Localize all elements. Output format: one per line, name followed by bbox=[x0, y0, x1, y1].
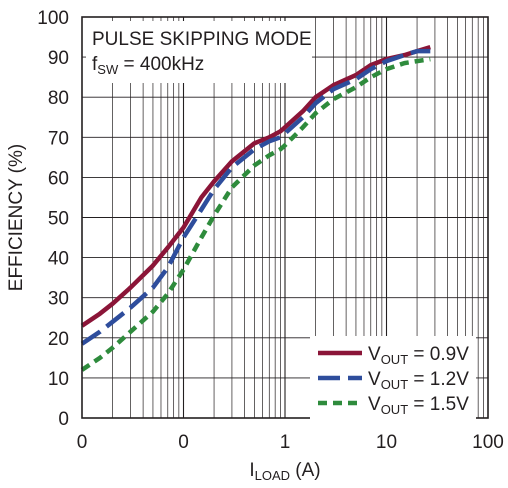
series-lines bbox=[80, 44, 431, 372]
y-tick-label: 100 bbox=[37, 8, 69, 29]
series-line bbox=[80, 56, 431, 372]
plot-frame bbox=[81, 16, 489, 419]
y-tick-label: 10 bbox=[48, 369, 69, 390]
legend-label-sub: OUT bbox=[381, 377, 409, 392]
y-axis-title: EFFICIENCY (%) bbox=[6, 144, 27, 291]
y-tick-label: 20 bbox=[48, 329, 69, 350]
y-tick-label: 80 bbox=[48, 88, 69, 109]
legend-label-main: V bbox=[368, 394, 381, 415]
freq-main: f bbox=[92, 54, 98, 75]
x-title-main: I bbox=[249, 460, 254, 481]
legend-label: VOUT = 0.9V bbox=[368, 344, 469, 367]
freq-sub: SW bbox=[97, 62, 119, 77]
y-tick-label: 0 bbox=[58, 409, 69, 430]
y-tick-label: 60 bbox=[48, 168, 69, 189]
legend-label-value: = 1.2V bbox=[408, 369, 469, 390]
legend-label-main: V bbox=[368, 369, 381, 390]
y-tick-label: 90 bbox=[48, 48, 69, 69]
legend-label-value: = 1.5V bbox=[408, 394, 469, 415]
legend-label: VOUT = 1.2V bbox=[368, 369, 469, 392]
annotation-background bbox=[86, 21, 312, 83]
annotation-title: PULSE SKIPPING MODE bbox=[92, 29, 312, 50]
series-line bbox=[80, 44, 431, 328]
y-tick-label: 30 bbox=[48, 289, 69, 310]
x-tick-label: 1 bbox=[280, 432, 291, 453]
y-tick-label: 40 bbox=[48, 249, 69, 270]
freq-value: = 400kHz bbox=[118, 54, 204, 75]
annotation-frequency: fSW = 400kHz bbox=[92, 54, 204, 77]
legend-label-sub: OUT bbox=[381, 352, 409, 367]
legend-label: VOUT = 1.5V bbox=[368, 394, 469, 417]
y-tick-label: 50 bbox=[48, 209, 69, 230]
series-line bbox=[80, 48, 431, 346]
x-title-sub: LOAD bbox=[255, 468, 290, 483]
x-tick-label: 0 bbox=[178, 432, 189, 453]
y-tick-label: 70 bbox=[48, 128, 69, 149]
x-tick-label: 10 bbox=[376, 432, 397, 453]
x-title-unit: (A) bbox=[290, 460, 321, 481]
legend-label-main: V bbox=[368, 344, 381, 365]
x-axis-title: ILOAD (A) bbox=[249, 460, 320, 483]
x-tick-label: 100 bbox=[472, 432, 504, 453]
x-tick-label: 0 bbox=[77, 432, 88, 453]
legend-label-sub: OUT bbox=[381, 402, 409, 417]
legend-label-value: = 0.9V bbox=[408, 344, 469, 365]
